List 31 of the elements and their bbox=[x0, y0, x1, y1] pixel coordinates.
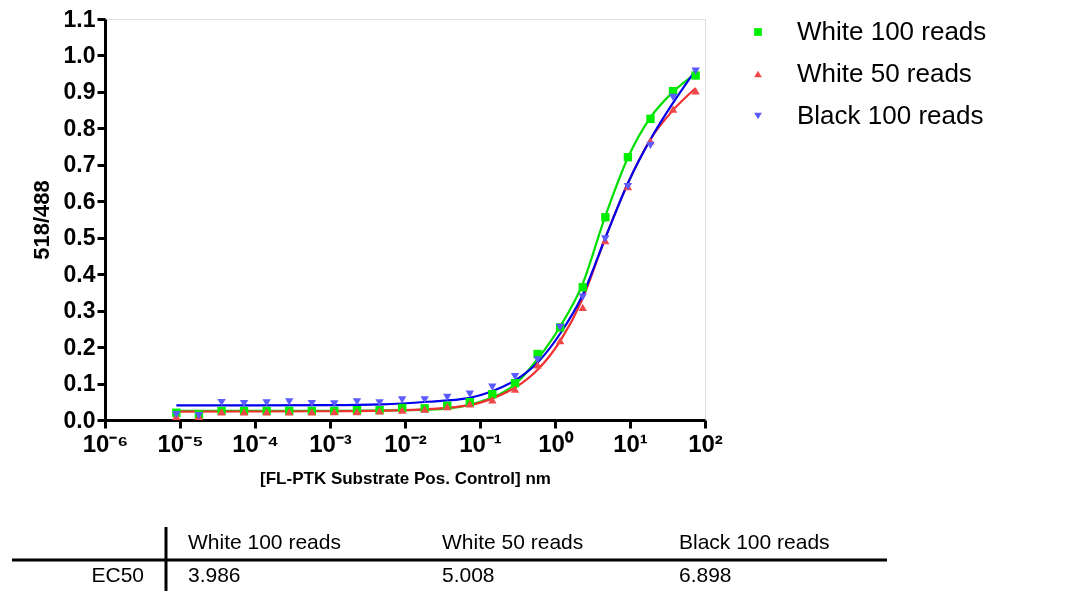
y-tick-label: 0.6 bbox=[63, 187, 96, 214]
text: 3.986 bbox=[188, 563, 241, 586]
text: 6.898 bbox=[679, 563, 732, 586]
x-tick-label: 10⁻¹ bbox=[459, 429, 502, 457]
x-tick-label: 10⁻² bbox=[384, 429, 427, 457]
text: Black 100 reads bbox=[679, 530, 830, 553]
y-tick-label: 0.1 bbox=[63, 370, 96, 397]
y-tick-label: 0.3 bbox=[63, 297, 96, 324]
y-tick-label: 1.0 bbox=[63, 41, 96, 68]
legend-label: White 50 reads bbox=[797, 58, 972, 88]
y-axis-title: 518/488 bbox=[28, 180, 54, 260]
text: White 100 reads bbox=[188, 530, 341, 553]
text: 5.008 bbox=[442, 563, 495, 586]
x-tick-label: 10⁻⁵ bbox=[157, 429, 204, 457]
text: White 50 reads bbox=[442, 530, 584, 553]
x-tick-label: 10² bbox=[688, 429, 723, 457]
y-tick-label: 1.1 bbox=[63, 5, 96, 32]
y-tick-label: 0.9 bbox=[63, 78, 96, 105]
y-tick-label: 0.2 bbox=[63, 333, 96, 360]
y-tick-label: 0.7 bbox=[63, 151, 96, 178]
legend-label: Black 100 reads bbox=[797, 100, 984, 130]
y-tick-label: 0.4 bbox=[63, 260, 96, 287]
x-tick-label: 10⁻⁴ bbox=[232, 429, 279, 457]
x-tick-label: 10⁻³ bbox=[309, 429, 352, 457]
x-tick-label: 10¹ bbox=[613, 429, 648, 457]
text: EC50 bbox=[91, 563, 144, 586]
x-axis-title: [FL-PTK Substrate Pos. Control] nm bbox=[260, 468, 551, 488]
y-tick-label: 0.8 bbox=[63, 114, 96, 141]
legend-label: White 100 reads bbox=[797, 16, 987, 46]
x-tick-label: 10⁰ bbox=[538, 429, 574, 457]
y-tick-label: 0.5 bbox=[63, 224, 96, 251]
